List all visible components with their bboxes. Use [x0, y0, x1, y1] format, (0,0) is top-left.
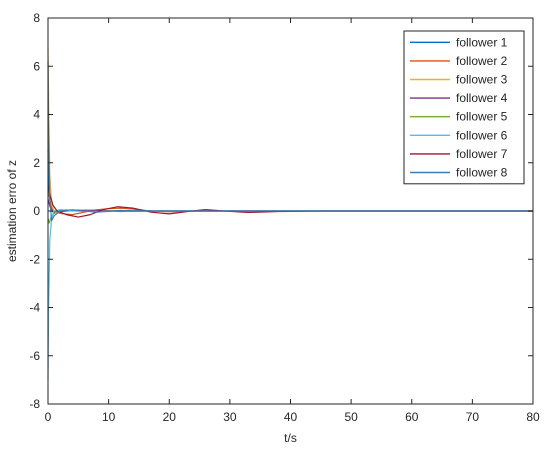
legend: follower 1 follower 2 follower 3 follower 4…: [403, 30, 525, 185]
y-axis-label: estimation erro of z: [5, 160, 19, 262]
legend-box: [403, 30, 525, 185]
y-tick-label: 0: [33, 204, 40, 218]
x-tick-label: 10: [102, 410, 116, 424]
y-tick-label: -4: [29, 301, 40, 315]
legend-label-6: follower 6: [456, 128, 508, 142]
y-tick-label: 2: [33, 156, 40, 170]
x-tick-label: 40: [284, 410, 298, 424]
legend-label-1: follower 1: [456, 35, 508, 49]
y-tick-label: 6: [33, 59, 40, 73]
x-tick-label: 30: [223, 410, 237, 424]
y-tick-label: 4: [33, 108, 40, 122]
legend-label-8: follower 8: [456, 166, 508, 180]
legend-label-7: follower 7: [456, 147, 508, 161]
y-tick-label: -2: [29, 252, 40, 266]
legend-label-3: follower 3: [456, 73, 508, 87]
x-tick-label: 60: [405, 410, 419, 424]
legend-label-2: follower 2: [456, 54, 508, 68]
y-tick-label: 8: [33, 11, 40, 25]
x-axis-ticks: 0 10 20 30 40 50 60 70 80: [45, 18, 540, 424]
y-tick-label: -8: [29, 397, 40, 411]
x-tick-label: 20: [163, 410, 177, 424]
series-line-8: [47, 61, 533, 222]
x-tick-label: 50: [344, 410, 358, 424]
x-tick-label: 80: [526, 410, 540, 424]
legend-label-5: follower 5: [456, 110, 508, 124]
x-tick-label: 0: [45, 410, 52, 424]
legend-label-4: follower 4: [456, 91, 508, 105]
y-tick-label: -6: [29, 349, 40, 363]
y-axis-ticks: -8 -6 -4 -2 0 2 4 6 8: [29, 11, 533, 411]
x-tick-label: 70: [466, 410, 480, 424]
x-axis-label: t/s: [284, 431, 297, 445]
